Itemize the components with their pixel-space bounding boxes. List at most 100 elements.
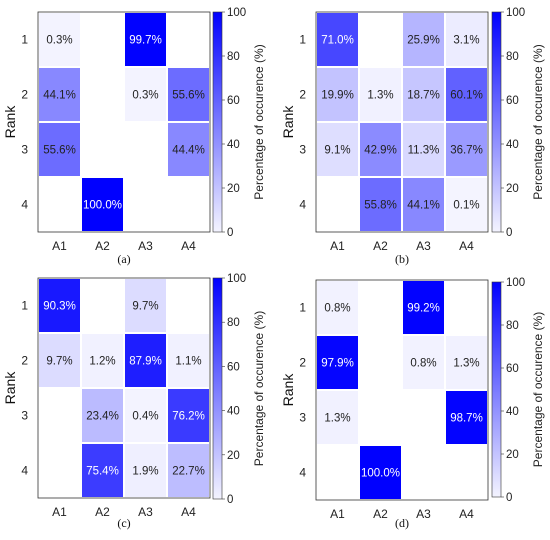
colorbar-tick-label: 60 (506, 95, 519, 107)
colorbar-tick-label: 20 (506, 183, 519, 195)
colorbar-tick-label: 20 (506, 449, 519, 461)
cell-value-label: 44.1% (43, 90, 76, 102)
cell-value-label: 55.6% (43, 145, 76, 157)
heatmap-cell (166, 442, 211, 499)
x-tick-label: A1 (330, 507, 345, 521)
panel-tag: (c) (117, 516, 130, 530)
cell-value-label: 44.1% (407, 200, 440, 212)
heatmap-cell (358, 66, 403, 123)
cell-value-label: 1.3% (324, 413, 350, 425)
cell-value-label: 1.3% (453, 358, 479, 370)
heatmap-cell (444, 176, 489, 233)
y-axis-label: Rank (2, 105, 18, 139)
colorbar-label: Percentage of occurence (%) (531, 312, 545, 467)
y-axis-label: Rank (280, 105, 296, 139)
panel-tag: (a) (117, 252, 130, 266)
heatmap-cell (315, 389, 360, 446)
colorbar-tick-label: 100 (227, 7, 246, 19)
y-tick-label: 4 (21, 464, 28, 478)
colorbar-label: Percentage of occurence (%) (531, 44, 545, 199)
colorbar-tick-label: 100 (227, 273, 246, 285)
panel-tag: (d) (395, 516, 409, 530)
cell-value-label: 0.3% (132, 90, 158, 102)
cell-value-label: 75.4% (86, 466, 119, 478)
heatmap-cell (358, 121, 403, 178)
heatmap-cell (80, 387, 125, 444)
x-tick-label: A1 (330, 239, 345, 253)
cell-value-label: 0.8% (324, 303, 350, 315)
cell-value-label: 76.2% (172, 411, 205, 423)
y-tick-label: 2 (299, 88, 306, 102)
heatmap-cell (80, 176, 125, 233)
colorbar (212, 277, 223, 500)
cell-value-label: 9.7% (46, 356, 72, 368)
cell-value-label: 1.3% (367, 90, 393, 102)
cell-value-label: 9.7% (132, 301, 158, 313)
y-tick-label: 1 (299, 33, 306, 47)
x-tick-label: A2 (95, 239, 110, 253)
y-tick-label: 4 (21, 198, 28, 212)
x-tick-label: A4 (181, 505, 196, 519)
cell-value-label: 55.8% (364, 200, 397, 212)
y-tick-label: 3 (299, 143, 306, 157)
colorbar-tick-label: 0 (506, 227, 512, 239)
cell-value-label: 18.7% (407, 90, 440, 102)
cell-value-label: 0.4% (132, 411, 158, 423)
cell-value-label: 99.7% (129, 35, 162, 47)
x-tick-label: A3 (138, 239, 153, 253)
cell-value-label: 11.3% (408, 145, 440, 157)
y-tick-label: 3 (299, 411, 306, 425)
colorbar-tick-label: 60 (227, 361, 240, 373)
heatmap-cell (401, 66, 446, 123)
colorbar-tick-label: 80 (227, 51, 240, 63)
colorbar-tick-label: 20 (227, 183, 240, 195)
cell-value-label: 90.3% (43, 301, 76, 313)
heatmap-cell (166, 121, 211, 178)
colorbar-label: Percentage of occurence (%) (252, 311, 266, 466)
plot-frame (315, 279, 489, 501)
heatmap-cell (315, 121, 360, 178)
y-tick-label: 2 (21, 354, 28, 368)
y-axis-label: Rank (280, 373, 296, 407)
y-tick-label: 1 (299, 301, 306, 315)
cell-value-label: 100.0% (361, 468, 400, 480)
y-tick-label: 2 (21, 88, 28, 102)
y-tick-label: 1 (21, 33, 28, 47)
cell-value-label: 1.2% (89, 356, 115, 368)
x-tick-label: A1 (52, 505, 67, 519)
cell-value-label: 1.9% (132, 466, 158, 478)
colorbar-tick-label: 0 (227, 227, 233, 239)
y-tick-label: 1 (21, 299, 28, 313)
colorbar-tick-label: 40 (506, 139, 519, 151)
heatmap-cell (166, 332, 211, 389)
colorbar (491, 11, 502, 233)
panel-tag: (b) (395, 252, 409, 266)
heatmap-cell (444, 66, 489, 123)
heatmap-cell (37, 332, 82, 389)
cell-value-label: 9.1% (324, 145, 350, 157)
cell-value-label: 0.3% (46, 35, 72, 47)
y-tick-label: 4 (299, 198, 306, 212)
cell-value-label: 44.4% (172, 145, 205, 157)
colorbar-tick-label: 100 (506, 277, 525, 289)
colorbar (212, 11, 223, 233)
x-tick-label: A3 (138, 505, 153, 519)
cell-value-label: 22.7% (172, 466, 205, 478)
cell-value-label: 99.2% (407, 303, 440, 315)
cell-value-label: 98.7% (450, 413, 483, 425)
x-tick-label: A2 (373, 239, 388, 253)
x-tick-label: A4 (459, 239, 474, 253)
colorbar-tick-label: 40 (227, 139, 240, 151)
cell-value-label: 87.9% (129, 356, 162, 368)
cell-value-label: 19.9% (321, 90, 354, 102)
colorbar-tick-label: 60 (227, 95, 240, 107)
x-tick-label: A4 (459, 507, 474, 521)
heatmap-cell (401, 121, 446, 178)
colorbar-tick-label: 80 (506, 320, 519, 332)
cell-value-label: 71.0% (321, 35, 354, 47)
plot-frame (37, 277, 211, 499)
plot-frame (315, 11, 489, 233)
y-tick-label: 3 (21, 143, 28, 157)
colorbar-tick-label: 60 (506, 363, 519, 375)
